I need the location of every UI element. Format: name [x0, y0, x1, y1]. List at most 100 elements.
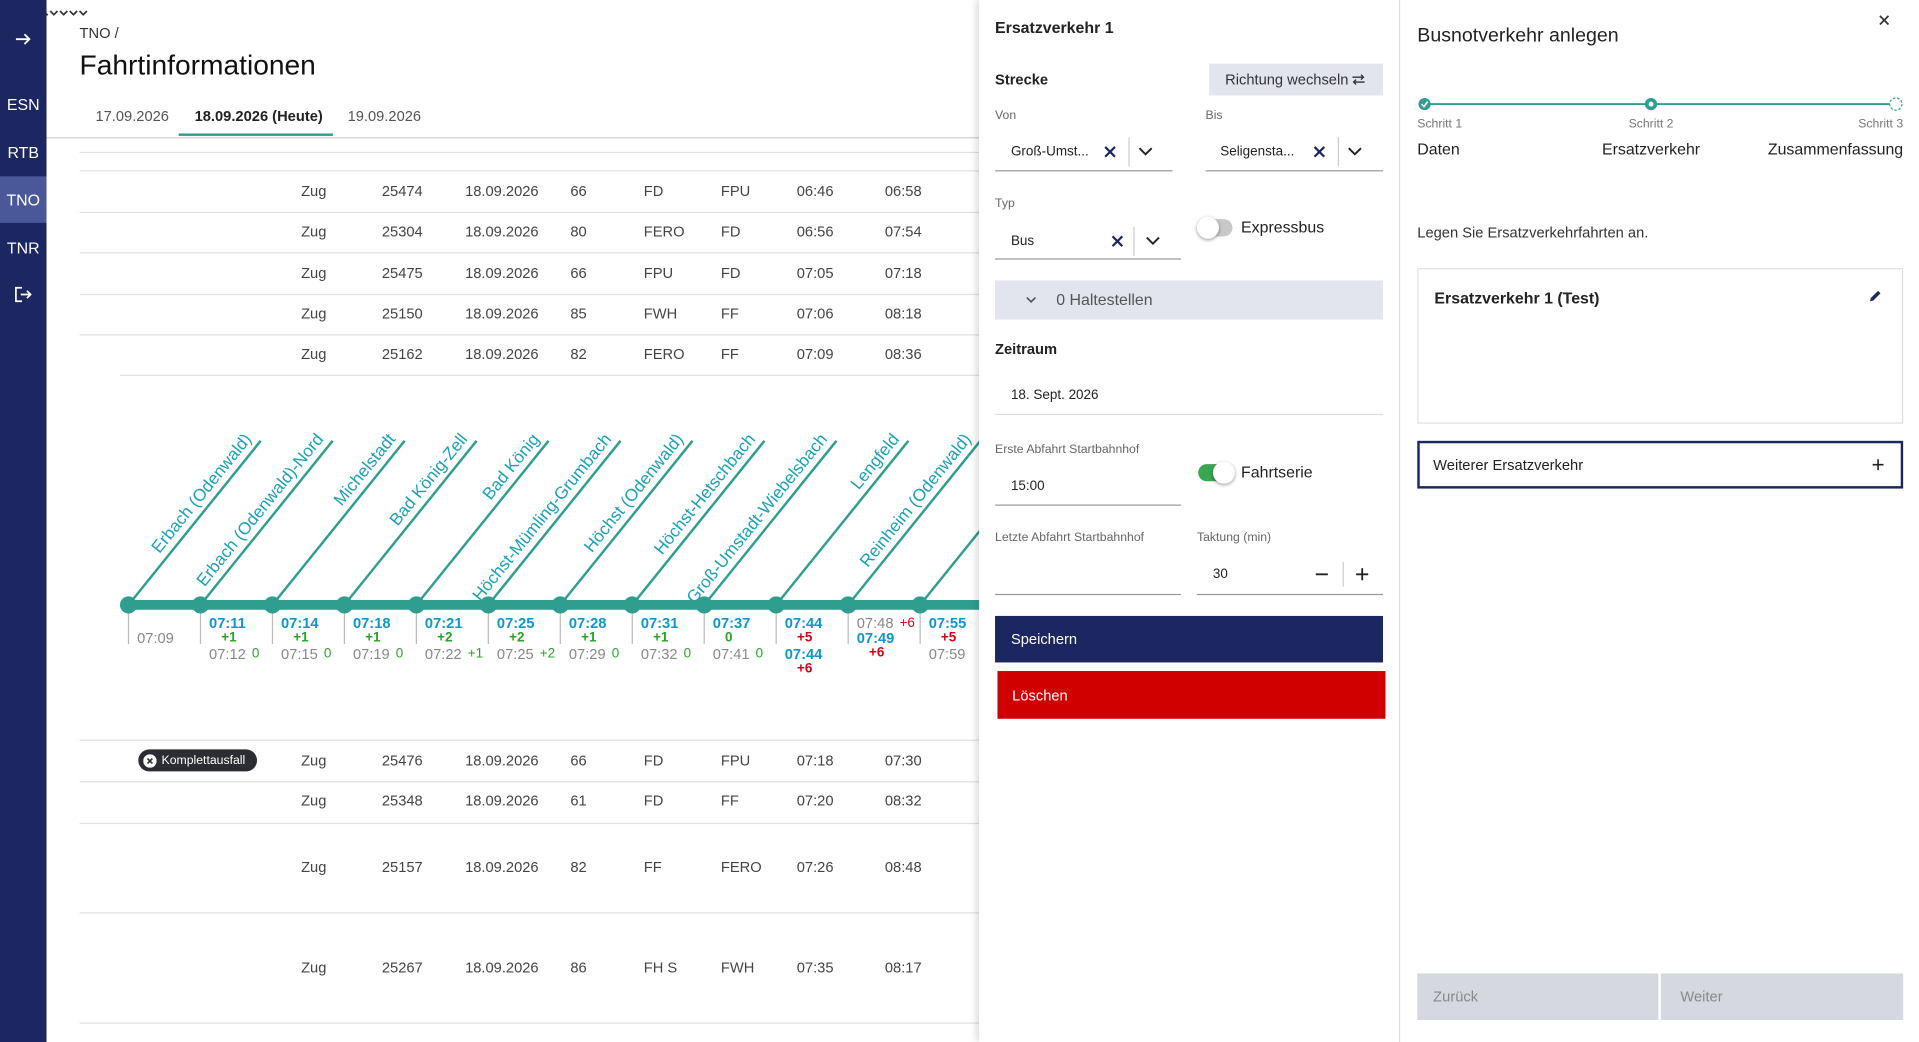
separator — [1133, 226, 1135, 256]
field-underline — [995, 504, 1182, 506]
clear-icon[interactable] — [1104, 146, 1116, 158]
dropdown-icon[interactable] — [1146, 236, 1161, 246]
nav-item[interactable]: TNR — [6, 238, 40, 257]
to-field[interactable]: Seligensta... — [1220, 144, 1295, 160]
replacement-card[interactable]: Ersatzverkehr 1 (Test) — [1417, 268, 1904, 424]
add-replacement-button[interactable]: Weiterer Ersatzverkehr — [1417, 440, 1904, 489]
wizard-title: Busnotverkehr anlegen — [1417, 25, 1619, 47]
step-check — [1420, 101, 1429, 108]
cell-dep: 07:05 — [796, 264, 834, 282]
actual-time: 07:18 — [352, 614, 391, 632]
cell-number: 25304 — [381, 222, 423, 241]
cell-dep: 07:06 — [796, 304, 834, 323]
nav-item[interactable]: ESN — [6, 94, 40, 114]
close-button[interactable] — [1879, 15, 1890, 26]
row-divider — [79, 781, 980, 783]
breadcrumb[interactable]: TNO / — [79, 24, 119, 42]
expand-icon[interactable] — [15, 32, 32, 47]
expand-toggle[interactable] — [78, 10, 88, 16]
cell-date: 18.09.2026 — [465, 264, 539, 282]
expand-toggle[interactable] — [59, 10, 69, 16]
cell-to: FD — [720, 222, 741, 241]
cell-line: 66 — [570, 751, 587, 769]
nav-item[interactable]: TNO — [0, 176, 47, 223]
planned-time: 07:09 — [137, 629, 174, 647]
date-tab[interactable]: 19.09.2026 — [347, 107, 422, 125]
row-divider — [79, 334, 980, 336]
stop-dot — [191, 596, 210, 614]
cell-from: FD — [643, 182, 664, 200]
tab-indicator — [178, 133, 333, 136]
step-core — [1648, 101, 1654, 107]
field-underline[interactable] — [995, 593, 1182, 596]
chevron — [59, 10, 68, 16]
actual-time: 07:55 — [928, 614, 967, 632]
switch-direction-button[interactable]: Richtung wechseln — [1209, 63, 1384, 96]
station-name: Groß-Umstadt-Wiebelsbach — [682, 429, 831, 607]
planned-time: 07:59 — [928, 645, 966, 663]
save-button[interactable]: Speichern — [995, 615, 1384, 663]
from-field[interactable]: Groß-Umst... — [1010, 144, 1089, 160]
increment-button[interactable] — [1356, 568, 1369, 581]
clear-icon[interactable] — [1111, 235, 1124, 247]
cell-dep: 07:20 — [796, 792, 834, 810]
step-dot — [1889, 97, 1903, 111]
delay: +2 — [437, 630, 453, 646]
delay: 0 — [323, 646, 332, 662]
interval-field[interactable]: 30 — [1212, 566, 1228, 582]
first-departure-field[interactable]: 15:00 — [1010, 478, 1045, 494]
cancel-icon — [143, 753, 157, 768]
edit-icon[interactable] — [1869, 289, 1882, 302]
cell-to: FF — [720, 304, 739, 323]
cell-dep: 07:09 — [796, 345, 834, 363]
nav-item[interactable]: RTB — [7, 142, 40, 162]
planned-time: 07:48 — [856, 614, 894, 632]
dropdown-icon[interactable] — [1138, 147, 1153, 157]
cell-arr: 07:30 — [884, 751, 922, 769]
logout-icon[interactable] — [15, 286, 32, 303]
row-divider — [119, 374, 980, 376]
cell-date: 18.09.2026 — [465, 182, 539, 200]
row-divider — [79, 293, 980, 296]
divider — [46, 137, 980, 139]
field-underline — [995, 413, 1384, 416]
station-leader — [199, 440, 334, 606]
cell-to: FERO — [720, 858, 762, 876]
cell-number: 25348 — [381, 792, 423, 810]
type-field[interactable]: Bus — [1010, 233, 1035, 249]
expand-toggle[interactable] — [69, 10, 79, 16]
cell-line: 82 — [570, 858, 587, 876]
next-button[interactable]: Weiter — [1660, 973, 1904, 1021]
section-label: Zeitraum — [995, 340, 1058, 358]
main-content: TNO / Fahrtinformationen 17.09.2026 18.09… — [0, 10, 980, 1024]
back-button[interactable]: Zurück — [1417, 973, 1659, 1021]
row-divider — [79, 822, 980, 825]
separator — [1342, 562, 1344, 587]
delay: 0 — [755, 646, 764, 662]
cell-type: Zug — [301, 958, 327, 976]
cell-dep: 06:46 — [796, 182, 834, 200]
dropdown-icon[interactable] — [1348, 147, 1363, 157]
expand-toggle[interactable] — [49, 10, 59, 16]
series-toggle[interactable] — [1198, 461, 1235, 484]
badge-label: Komplettausfall — [161, 753, 246, 768]
station-leader — [343, 440, 478, 606]
cell-type: Zug — [301, 222, 327, 241]
stops-expander[interactable]: 0 Haltestellen — [995, 280, 1384, 320]
field-label: Taktung (min) — [1196, 531, 1272, 545]
row-divider — [79, 211, 980, 214]
date-tab[interactable]: 18.09.2026 (Heute) — [194, 107, 323, 125]
station-leader — [919, 529, 980, 606]
decrement-button[interactable] — [1315, 573, 1328, 576]
station-leader — [847, 440, 980, 606]
date-tab[interactable]: 17.09.2026 — [95, 107, 169, 125]
express-toggle[interactable] — [1196, 216, 1233, 239]
clear-icon[interactable] — [1313, 146, 1326, 158]
card-title: Ersatzverkehr 1 (Test) — [1434, 288, 1600, 308]
planned-time: 07:22 — [424, 645, 462, 663]
breadcrumb-item[interactable]: TNO — [79, 24, 111, 42]
date-field[interactable]: 18. Sept. 2026 — [1010, 388, 1099, 403]
delete-button[interactable]: Löschen — [997, 671, 1386, 719]
planned-time: 07:32 — [640, 645, 678, 663]
